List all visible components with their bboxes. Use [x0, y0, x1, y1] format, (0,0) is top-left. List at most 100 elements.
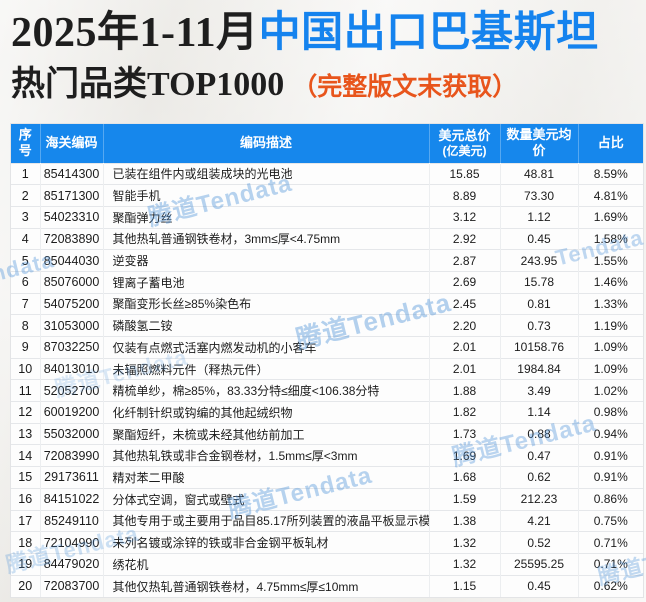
table-row: 4 72083890 其他热轧普通钢铁卷材，3mm≤厚<4.75mm 2.92 0.45…	[11, 227, 643, 250]
cell-code: 84151022	[40, 487, 104, 510]
cell-desc: 化纤制针织或钩编的其他起绒织物	[103, 401, 430, 424]
cell-avg: 3.49	[500, 379, 579, 402]
title-period: 2025年1-11月	[11, 10, 259, 56]
cell-pct: 8.59%	[578, 162, 643, 185]
cell-no: 12	[11, 401, 41, 424]
cell-desc: 智能手机	[103, 184, 430, 207]
cell-total: 1.38	[429, 509, 501, 532]
cell-desc: 聚酯弹力丝	[103, 205, 430, 229]
cell-no: 11	[11, 379, 41, 402]
table-row: 5 85044030 逆变器 2.87 243.95 1.55%	[11, 249, 643, 272]
page-title-line2: 热门品类TOP1000 （完整版文末获取）	[11, 66, 641, 103]
cell-avg: 15.78	[500, 270, 579, 294]
export-categories-table: 序号 海关编码 编码描述 美元总价 (亿美元) 数量美元均价 占比 1 854143…	[11, 124, 643, 597]
table-row: 9 87032250 仅装有点燃式活塞内燃发动机的小客车 2.01 10158.76 1.…	[11, 336, 643, 359]
cell-no: 18	[11, 531, 41, 554]
cell-pct: 1.58%	[578, 227, 643, 250]
cell-desc: 逆变器	[103, 249, 430, 272]
cell-avg: 0.45	[500, 574, 579, 597]
header-share: 占比	[578, 124, 643, 163]
cell-avg: 0.73	[500, 314, 579, 337]
cell-avg: 212.23	[500, 487, 579, 510]
table-body: 1 85414300 已装在组件内或组装成块的光电池 15.85 48.81 8.59% 2…	[11, 162, 643, 597]
table-header-row: 序号 海关编码 编码描述 美元总价 (亿美元) 数量美元均价 占比	[11, 124, 643, 163]
header-no: 序号	[11, 124, 41, 163]
cell-desc: 分体式空调，窗式或壁式	[103, 487, 430, 510]
cell-avg: 4.21	[500, 509, 579, 532]
cell-desc: 锂离子蓄电池	[103, 270, 430, 294]
cell-no: 16	[11, 487, 41, 510]
cell-no: 14	[11, 444, 41, 467]
table-row: 2 85171300 智能手机 8.89 73.30 4.81%	[11, 184, 643, 207]
cell-pct: 0.86%	[578, 487, 643, 510]
cell-avg: 0.81	[500, 292, 579, 315]
cell-pct: 1.55%	[578, 249, 643, 272]
cell-no: 3	[11, 205, 41, 229]
cell-desc: 未列名镀或涂锌的铁或非合金钢平板轧材	[103, 531, 430, 554]
header-hs-code: 海关编码	[40, 124, 104, 163]
cell-pct: 1.09%	[578, 357, 643, 380]
cell-no: 15	[11, 466, 41, 489]
cell-total: 2.92	[429, 227, 501, 250]
cell-code: 84013010	[40, 357, 104, 380]
cell-pct: 0.62%	[578, 574, 643, 597]
table-row: 10 84013010 未辐照燃料元件（释热元件） 2.01 1984.84 1.09%	[11, 357, 643, 380]
cell-code: 54075200	[40, 292, 104, 315]
cell-no: 1	[11, 162, 41, 185]
cell-desc: 精梳单纱，棉≥85%，83.33分特≤细度<106.38分特	[103, 379, 430, 402]
cell-code: 72083890	[40, 227, 104, 250]
cell-desc: 其他专用于或主要用于品目85.17所列装置的液晶平板显示模组	[103, 509, 430, 532]
cell-desc: 未辐照燃料元件（释热元件）	[103, 357, 430, 380]
cell-no: 9	[11, 336, 41, 359]
cell-pct: 0.94%	[578, 422, 643, 445]
cell-no: 5	[11, 249, 41, 272]
cell-code: 85414300	[40, 162, 104, 185]
cell-desc: 聚酯短纤，未梳或未经其他纺前加工	[103, 422, 430, 445]
cell-desc: 磷酸氢二铵	[103, 314, 430, 337]
title-block: 2025年1-11月中国出口巴基斯坦 热门品类TOP1000 （完整版文末获取）	[11, 10, 641, 103]
cell-total: 1.73	[429, 422, 501, 445]
cell-no: 13	[11, 422, 41, 445]
cell-total: 1.32	[429, 531, 501, 554]
cell-code: 72104990	[40, 531, 104, 554]
cell-avg: 0.47	[500, 444, 579, 467]
cell-code: 31053000	[40, 314, 104, 337]
cell-avg: 0.88	[500, 422, 579, 445]
cell-code: 52052700	[40, 379, 104, 402]
cell-no: 7	[11, 292, 41, 315]
cell-avg: 0.62	[500, 466, 579, 489]
cell-desc: 其他仅热轧普通钢铁卷材，4.75mm≤厚≤10mm	[103, 574, 430, 597]
table-row: 19 84479020 绣花机 1.32 25595.25 0.71%	[11, 552, 643, 576]
title-top1000: 热门品类TOP1000	[11, 66, 285, 104]
table-row: 14 72083990 其他热轧铁或非合金钢卷材，1.5mm≤厚<3mm 1.69 0.…	[11, 444, 643, 467]
cell-no: 8	[11, 314, 41, 337]
table-row: 15 29173611 精对苯二甲酸 1.68 0.62 0.91%	[11, 466, 643, 489]
cell-total: 1.32	[429, 552, 501, 576]
cell-desc: 其他热轧普通钢铁卷材，3mm≤厚<4.75mm	[103, 227, 430, 250]
cell-code: 60019200	[40, 401, 104, 424]
table-row: 7 54075200 聚酯变形长丝≥85%染色布 2.45 0.81 1.33%	[11, 292, 643, 315]
table-row: 17 85249110 其他专用于或主要用于品目85.17所列装置的液晶平板显示模组…	[11, 509, 643, 532]
cell-pct: 0.91%	[578, 444, 643, 467]
cell-avg: 0.45	[500, 227, 579, 250]
cell-avg: 73.30	[500, 184, 579, 207]
cell-avg: 0.52	[500, 531, 579, 554]
cell-total: 2.69	[429, 270, 501, 294]
header-total-usd-main: 美元总价	[438, 127, 491, 143]
cell-code: 54023310	[40, 205, 104, 229]
title-subject: 中国出口巴基斯坦	[258, 10, 599, 56]
cell-total: 1.68	[429, 466, 501, 489]
cell-code: 85171300	[40, 184, 104, 207]
cell-desc: 绣花机	[103, 552, 430, 576]
cell-pct: 1.46%	[578, 270, 643, 294]
cell-no: 20	[11, 574, 41, 597]
cell-code: 85044030	[40, 249, 104, 272]
cell-pct: 1.69%	[578, 205, 643, 229]
cell-total: 1.69	[429, 444, 501, 467]
cell-pct: 0.75%	[578, 509, 643, 532]
cell-pct: 1.02%	[578, 379, 643, 402]
table-header: 序号 海关编码 编码描述 美元总价 (亿美元) 数量美元均价 占比	[11, 124, 643, 163]
cell-total: 2.45	[429, 292, 501, 315]
cell-code: 84479020	[40, 552, 104, 576]
